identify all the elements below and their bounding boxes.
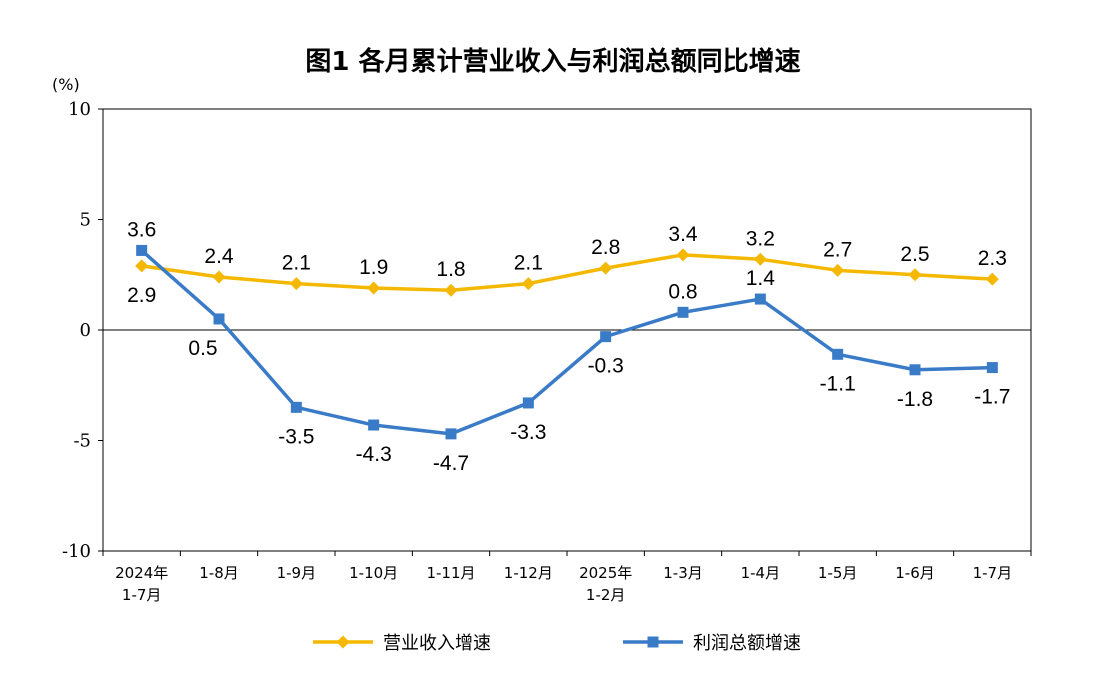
profit-point (754, 293, 766, 305)
profit-point (368, 419, 380, 431)
revenue-data-label: 3.4 (668, 223, 698, 246)
revenue-data-label: 2.8 (591, 236, 620, 259)
y-axis-unit: (%) (52, 75, 80, 94)
x-tick-label: 1-4月 (741, 564, 781, 582)
profit-point (445, 428, 457, 440)
profit-data-label: 0.5 (188, 337, 217, 360)
series-layer (135, 244, 999, 440)
x-tick-label: 1-7月 (973, 564, 1013, 582)
x-tick-label: 1-6月 (895, 564, 935, 582)
y-tick-label: 10 (68, 99, 91, 120)
chart-title: 图1 各月累计营业收入与利润总额同比增速 (305, 46, 800, 77)
profit-data-label: -4.7 (433, 452, 469, 475)
revenue-point (521, 277, 535, 291)
revenue-point (289, 277, 303, 291)
revenue-data-label: 2.9 (127, 284, 156, 307)
revenue-data-label: 2.1 (282, 252, 311, 275)
profit-data-label: -3.3 (510, 421, 546, 444)
profit-data-label: -1.1 (820, 372, 856, 395)
revenue-data-label: 2.1 (514, 252, 543, 275)
revenue-legend-marker (336, 635, 350, 649)
profit-point (213, 313, 225, 325)
revenue-point (753, 252, 767, 266)
revenue-point (135, 259, 149, 273)
profit-point (909, 364, 921, 376)
revenue-point (676, 248, 690, 262)
profit-data-label: 0.8 (668, 280, 697, 303)
x-tick-label: 1-3月 (663, 564, 703, 582)
y-tick-label: -10 (62, 541, 91, 562)
revenue-data-label: 2.7 (823, 238, 852, 261)
x-tick-label: 1-11月 (426, 564, 475, 582)
revenue-point (444, 283, 458, 297)
profit-point (832, 348, 844, 360)
revenue-data-label: 3.2 (746, 227, 775, 250)
data-labels-layer: 2.9 2.4 2.1 1.9 1.8 2.1 2.8 3.4 3.2 2.7 2.5 2.3 3.6 0… (127, 218, 1010, 474)
profit-data-label: -1.7 (974, 386, 1010, 409)
revenue-data-label: 2.3 (978, 247, 1007, 270)
revenue-point (831, 263, 845, 277)
profit-point (600, 331, 612, 343)
revenue-legend-label: 营业收入增速 (383, 633, 491, 654)
profit-legend-label: 利润总额增速 (693, 633, 801, 654)
revenue-data-label: 1.8 (436, 258, 465, 281)
profit-legend-marker (647, 636, 659, 648)
x-tick-label: 2024年 1-7月 (115, 564, 168, 604)
x-tick-label: 1-5月 (818, 564, 858, 582)
revenue-data-label: 2.4 (204, 245, 234, 268)
legend: 营业收入增速 利润总额增速 (313, 633, 801, 654)
profit-point (986, 362, 998, 374)
revenue-point (212, 270, 226, 284)
revenue-data-label: 2.5 (900, 243, 929, 266)
revenue-data-label: 1.9 (359, 256, 388, 279)
x-tick-label: 1-10月 (349, 564, 398, 582)
y-tick-label: 0 (80, 320, 91, 341)
revenue-point (599, 261, 613, 275)
revenue-point (367, 281, 381, 295)
x-tick-label: 1-8月 (199, 564, 239, 582)
profit-point (522, 397, 534, 409)
profit-data-label: -4.3 (356, 443, 392, 466)
y-tick-label: -5 (73, 431, 91, 452)
profit-data-label: 3.6 (127, 218, 156, 241)
x-tick-label: 1-9月 (277, 564, 317, 582)
revenue-point (908, 268, 922, 282)
revenue-point (985, 272, 999, 286)
profit-data-label: -0.3 (588, 355, 624, 378)
profit-data-label: -1.8 (897, 388, 933, 411)
x-tick-label: 1-12月 (504, 564, 553, 582)
revenue-series-line (141, 253, 993, 292)
profit-series-line (140, 249, 993, 436)
profit-point (677, 306, 689, 318)
profit-data-label: 1.4 (746, 267, 776, 290)
profit-point (290, 401, 302, 413)
profit-point (136, 244, 148, 256)
y-tick-label: 5 (80, 210, 91, 231)
axes-layer: 10 5 0 -5 -10 2024年 1-7月 1-8月 1-9月 1-10月 1-11月 1-12… (62, 99, 1032, 604)
profit-data-label: -3.5 (278, 425, 314, 448)
x-tick-label: 2025年 1-2月 (579, 564, 632, 604)
